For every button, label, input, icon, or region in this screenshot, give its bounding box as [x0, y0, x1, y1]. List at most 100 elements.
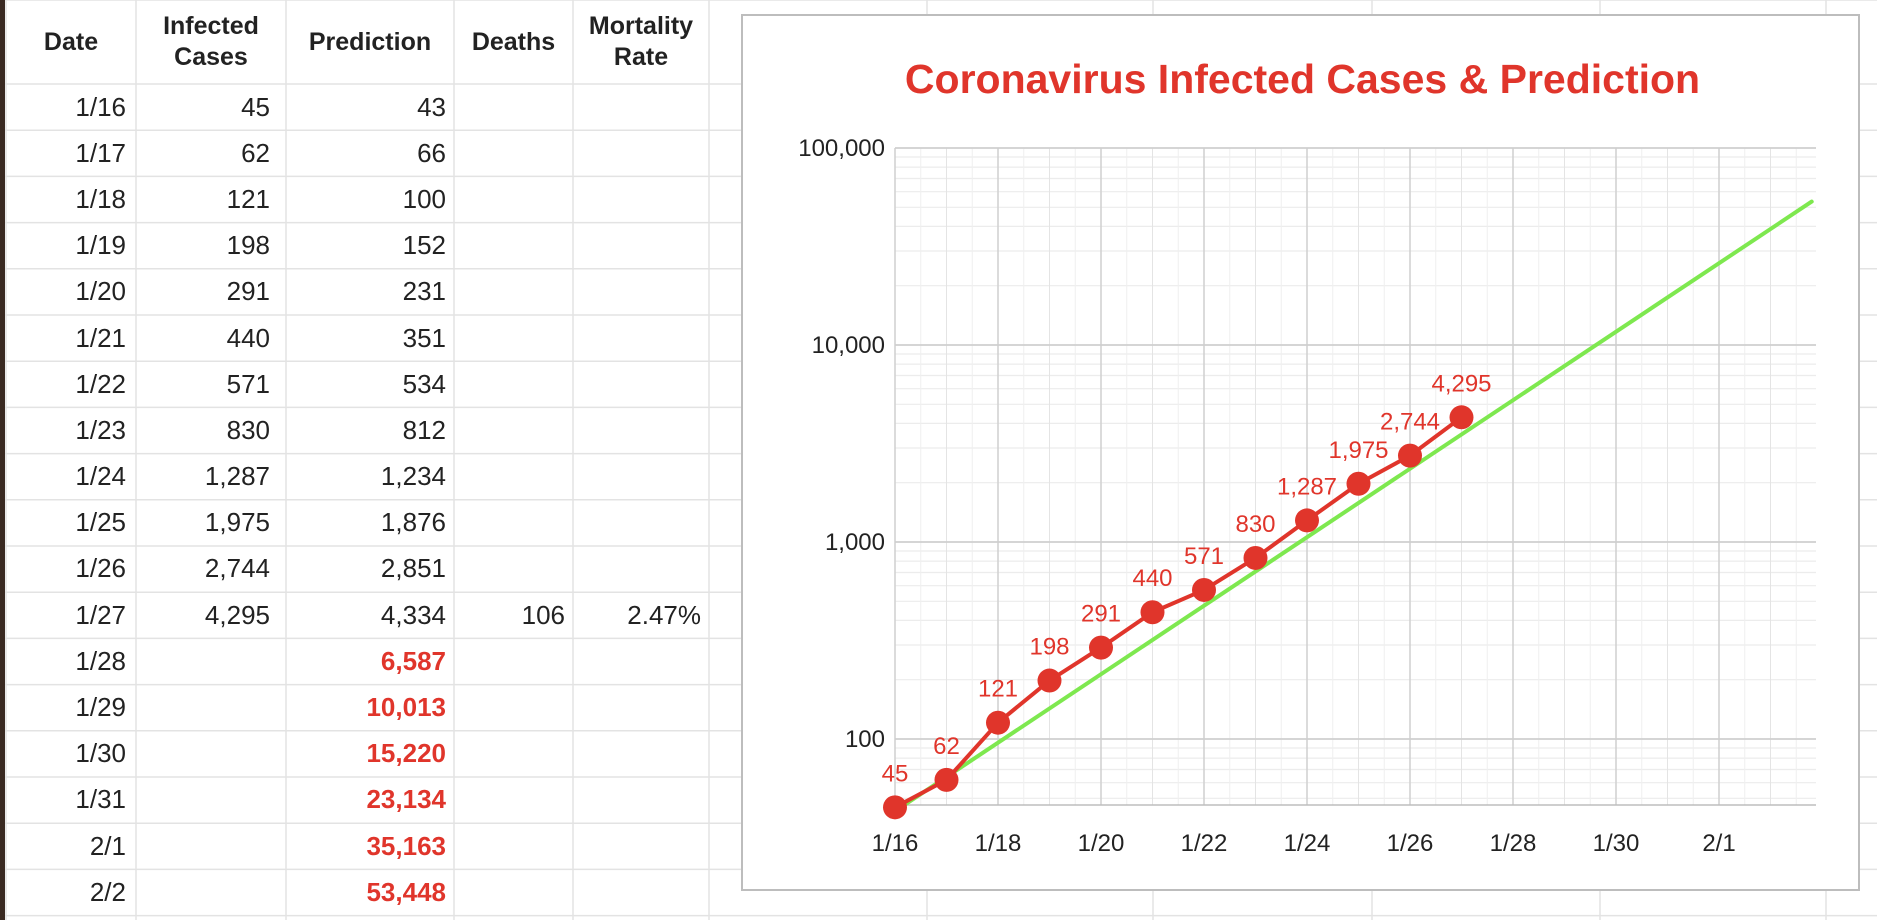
cell-mortality[interactable]: [573, 731, 709, 777]
chart-title: Coronavirus Infected Cases & Prediction: [904, 56, 1701, 102]
cell-deaths[interactable]: [454, 269, 573, 315]
cell-prediction[interactable]: 100: [402, 183, 446, 214]
cell-deaths[interactable]: [454, 731, 573, 777]
cell-deaths[interactable]: [454, 454, 573, 500]
cell-prediction[interactable]: 812: [402, 414, 446, 445]
cell-prediction[interactable]: 23,134: [366, 784, 446, 815]
header-deaths[interactable]: Deaths: [471, 27, 556, 56]
cell-deaths[interactable]: [454, 315, 573, 361]
cell-mortality[interactable]: [573, 269, 709, 315]
cell-date[interactable]: 1/29: [75, 692, 126, 723]
cell-infected[interactable]: [136, 731, 286, 777]
chart-panel[interactable]: Coronavirus Infected Cases & Prediction …: [741, 14, 1860, 891]
cell-deaths[interactable]: [454, 684, 573, 730]
cell-date[interactable]: 1/21: [75, 322, 126, 353]
cell-deaths[interactable]: [454, 500, 573, 546]
cell-date[interactable]: 1/17: [75, 137, 126, 168]
cell-mortality[interactable]: [573, 176, 709, 222]
cell-infected[interactable]: [136, 823, 286, 869]
cell-prediction[interactable]: 66: [417, 137, 446, 168]
cell-deaths[interactable]: 106: [521, 599, 565, 630]
cell-prediction[interactable]: 231: [402, 276, 446, 307]
cell-infected[interactable]: 121: [226, 183, 270, 214]
cell-infected[interactable]: 62: [241, 137, 270, 168]
cell-date[interactable]: 1/22: [75, 368, 126, 399]
cell-infected[interactable]: 45: [241, 91, 270, 122]
cell-deaths[interactable]: [454, 869, 573, 915]
cell-date[interactable]: 1/25: [75, 507, 126, 538]
cell-mortality[interactable]: [573, 361, 709, 407]
cell-deaths[interactable]: [454, 223, 573, 269]
cell-deaths[interactable]: [454, 176, 573, 222]
cell-infected[interactable]: 571: [226, 368, 270, 399]
cell-date[interactable]: 2/1: [89, 830, 126, 861]
cell-date[interactable]: 1/23: [75, 414, 126, 445]
cell-mortality[interactable]: [573, 869, 709, 915]
cell-mortality[interactable]: [573, 823, 709, 869]
cell-mortality[interactable]: 2.47%: [627, 599, 701, 630]
cell-date[interactable]: 1/19: [75, 230, 126, 261]
cell-date[interactable]: 1/30: [75, 738, 126, 769]
cell-date[interactable]: 1/27: [75, 599, 126, 630]
cell-infected[interactable]: 4,295: [204, 599, 270, 630]
y-tick-label: 100,000: [798, 135, 885, 162]
header-mortality-rate[interactable]: Mortality Rate: [588, 12, 694, 71]
cell-prediction[interactable]: 35,163: [366, 830, 446, 861]
cell-infected[interactable]: 440: [226, 322, 270, 353]
cell-prediction[interactable]: 10,013: [366, 692, 446, 723]
cell-mortality[interactable]: [573, 546, 709, 592]
cell-prediction[interactable]: 15,220: [366, 738, 446, 769]
cell-infected[interactable]: 291: [226, 276, 270, 307]
cell-mortality[interactable]: [573, 454, 709, 500]
cell-mortality[interactable]: [573, 130, 709, 176]
cell-infected[interactable]: [136, 869, 286, 915]
cell-deaths[interactable]: [454, 823, 573, 869]
cell-prediction[interactable]: 4,334: [380, 599, 446, 630]
cell-date[interactable]: 1/20: [75, 276, 126, 307]
cell-mortality[interactable]: [573, 684, 709, 730]
header-prediction[interactable]: Prediction: [308, 27, 432, 56]
cell-date[interactable]: 2/2: [89, 876, 126, 907]
cell-infected[interactable]: 1,975: [204, 507, 270, 538]
cell-deaths[interactable]: [454, 361, 573, 407]
cell-infected[interactable]: [136, 777, 286, 823]
cell-deaths[interactable]: [454, 638, 573, 684]
cell-infected[interactable]: [136, 684, 286, 730]
cell-date[interactable]: 1/31: [75, 784, 126, 815]
header-infected-cases[interactable]: Infected Cases: [163, 12, 259, 71]
cell-mortality[interactable]: [573, 84, 709, 130]
header-date[interactable]: Date: [43, 27, 99, 56]
cell-mortality[interactable]: [573, 777, 709, 823]
cell-infected[interactable]: 198: [226, 230, 270, 261]
cell-date[interactable]: 1/26: [75, 553, 126, 584]
window-edge: [0, 0, 5, 920]
cell-deaths[interactable]: [454, 407, 573, 453]
cell-prediction[interactable]: 534: [402, 368, 446, 399]
cell-mortality[interactable]: [573, 223, 709, 269]
cell-date[interactable]: 1/18: [75, 183, 126, 214]
cell-date[interactable]: 1/16: [75, 91, 126, 122]
cell-infected[interactable]: 830: [226, 414, 270, 445]
cell-mortality[interactable]: [573, 638, 709, 684]
cell-mortality[interactable]: [573, 407, 709, 453]
cell-prediction[interactable]: 2,851: [380, 553, 446, 584]
cell-prediction[interactable]: 53,448: [366, 876, 446, 907]
cell-deaths[interactable]: [454, 130, 573, 176]
cell-date[interactable]: 1/28: [75, 645, 126, 676]
cell-prediction[interactable]: 152: [402, 230, 446, 261]
cell-prediction[interactable]: 6,587: [380, 645, 446, 676]
data-point: [1243, 545, 1268, 570]
cell-deaths[interactable]: [454, 546, 573, 592]
cell-deaths[interactable]: [454, 84, 573, 130]
cell-prediction[interactable]: 351: [402, 322, 446, 353]
cell-prediction[interactable]: 1,234: [380, 461, 446, 492]
cell-date[interactable]: 1/24: [75, 461, 126, 492]
cell-infected[interactable]: [136, 638, 286, 684]
cell-prediction[interactable]: 1,876: [380, 507, 446, 538]
cell-deaths[interactable]: [454, 777, 573, 823]
cell-mortality[interactable]: [573, 500, 709, 546]
cell-infected[interactable]: 1,287: [204, 461, 270, 492]
cell-infected[interactable]: 2,744: [204, 553, 270, 584]
cell-prediction[interactable]: 43: [417, 91, 446, 122]
cell-mortality[interactable]: [573, 315, 709, 361]
